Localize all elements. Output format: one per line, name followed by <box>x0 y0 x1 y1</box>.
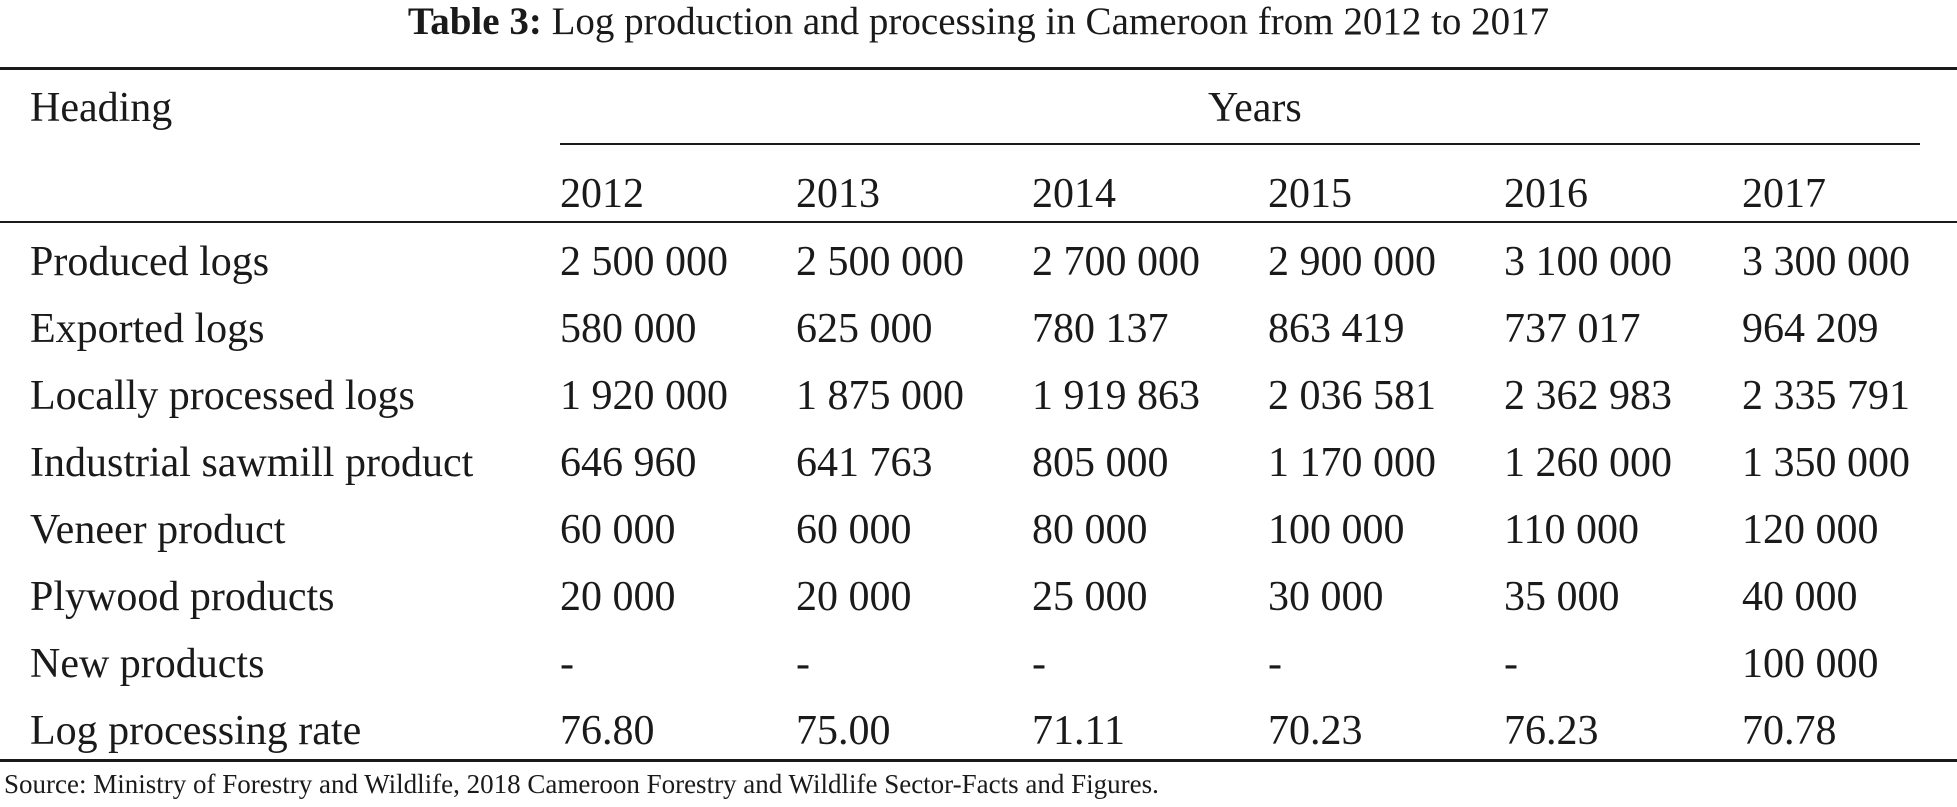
table-cell: 580 000 <box>560 306 697 352</box>
table-cell: 70.23 <box>1268 708 1363 754</box>
years-rule <box>560 143 1920 145</box>
table-cell: 3 300 000 <box>1742 239 1910 285</box>
row-label: Locally processed logs <box>30 373 415 419</box>
table-cell: 60 000 <box>796 507 912 553</box>
table-cell: 737 017 <box>1504 306 1641 352</box>
caption-label: Table 3: <box>407 0 542 43</box>
table-cell: 805 000 <box>1032 440 1169 486</box>
table-cell: 100 000 <box>1742 641 1879 687</box>
table-cell: 964 209 <box>1742 306 1879 352</box>
years-header: Years <box>1208 85 1302 131</box>
row-label: Exported logs <box>30 306 265 352</box>
caption-text: Log production and processing in Cameroo… <box>551 0 1550 43</box>
table-cell: 2 700 000 <box>1032 239 1200 285</box>
top-rule <box>0 67 1957 70</box>
source-note: Source: Ministry of Forestry and Wildlif… <box>4 769 1159 799</box>
table-cell: 1 919 863 <box>1032 373 1200 419</box>
table-cell: 2 500 000 <box>560 239 728 285</box>
table-cell: 20 000 <box>560 574 676 620</box>
bottom-rule <box>0 759 1957 762</box>
table-cell: 76.80 <box>560 708 655 754</box>
table-cell: 2 900 000 <box>1268 239 1436 285</box>
year-header-2017: 2017 <box>1742 171 1826 217</box>
table-cell: 25 000 <box>1032 574 1148 620</box>
table-cell: 70.78 <box>1742 708 1837 754</box>
table-cell: 75.00 <box>796 708 891 754</box>
table-cell: 1 260 000 <box>1504 440 1672 486</box>
table-cell: 120 000 <box>1742 507 1879 553</box>
table-cell: - <box>1032 641 1046 687</box>
row-label: Industrial sawmill product <box>30 440 474 486</box>
table-cell: 3 100 000 <box>1504 239 1672 285</box>
table-cell: - <box>560 641 574 687</box>
year-header-2012: 2012 <box>560 171 644 217</box>
row-label: Log processing rate <box>30 708 362 754</box>
table-cell: 641 763 <box>796 440 933 486</box>
table-cell: 863 419 <box>1268 306 1405 352</box>
row-label: Produced logs <box>30 239 270 285</box>
table-cell: 110 000 <box>1504 507 1639 553</box>
table-cell: 2 362 983 <box>1504 373 1672 419</box>
table-cell: 60 000 <box>560 507 676 553</box>
table-cell: 30 000 <box>1268 574 1384 620</box>
year-header-2013: 2013 <box>796 171 880 217</box>
table-cell: 2 036 581 <box>1268 373 1436 419</box>
table-cell: 1 350 000 <box>1742 440 1910 486</box>
table-cell: 80 000 <box>1032 507 1148 553</box>
table-cell: 2 335 791 <box>1742 373 1910 419</box>
row-label: New products <box>30 641 265 687</box>
table-cell: - <box>1504 641 1518 687</box>
table-cell: 646 960 <box>560 440 697 486</box>
year-header-2014: 2014 <box>1032 171 1116 217</box>
header-bottom-rule <box>0 221 1957 223</box>
table-caption: Table 3: Log production and processing i… <box>0 0 1957 52</box>
table-cell: 1 875 000 <box>796 373 964 419</box>
table-cell: 2 500 000 <box>796 239 964 285</box>
table-cell: 35 000 <box>1504 574 1620 620</box>
table-cell: 20 000 <box>796 574 912 620</box>
table-cell: 100 000 <box>1268 507 1405 553</box>
table-cell: - <box>796 641 810 687</box>
table-cell: 1 170 000 <box>1268 440 1436 486</box>
table-cell: 625 000 <box>796 306 933 352</box>
table-cell: 76.23 <box>1504 708 1599 754</box>
year-header-2015: 2015 <box>1268 171 1352 217</box>
year-header-2016: 2016 <box>1504 171 1588 217</box>
table-cell: - <box>1268 641 1282 687</box>
row-label: Veneer product <box>30 507 286 553</box>
table-cell: 1 920 000 <box>560 373 728 419</box>
row-label: Plywood products <box>30 574 335 620</box>
heading-header: Heading <box>30 85 173 131</box>
table-cell: 780 137 <box>1032 306 1169 352</box>
table-cell: 71.11 <box>1032 708 1125 754</box>
table-cell: 40 000 <box>1742 574 1858 620</box>
